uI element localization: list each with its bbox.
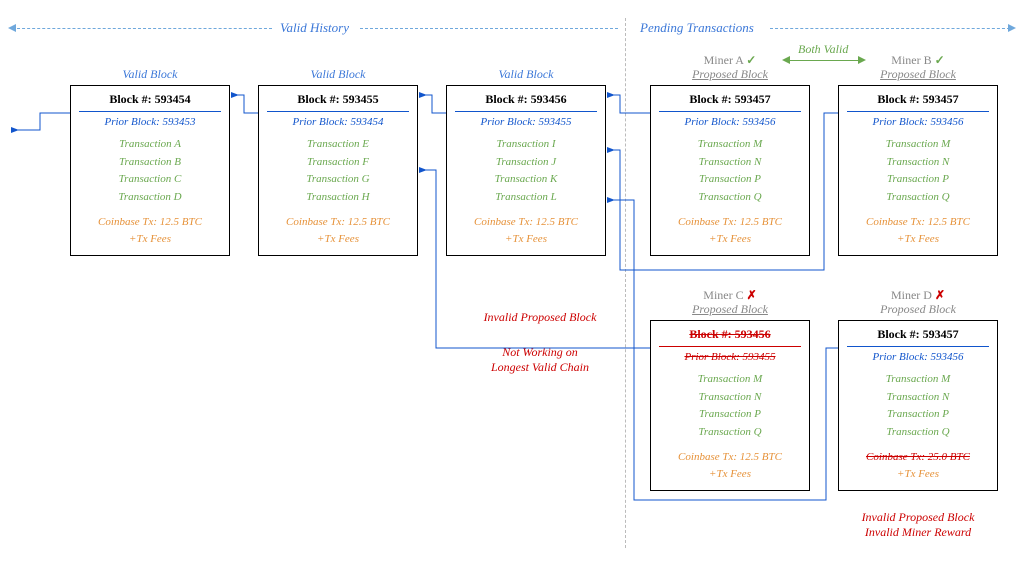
coinbase: Coinbase Tx: 12.5 BTC+Tx Fees [79, 210, 221, 247]
coinbase: Coinbase Tx: 12.5 BTC+Tx Fees [267, 210, 409, 247]
tx-list: Transaction ATransaction BTransaction CT… [79, 132, 221, 210]
invalid-proposed-text: Invalid Proposed Block [460, 310, 620, 325]
prior-block: Prior Block: 593454 [267, 111, 409, 132]
valid-history-header: Valid History [280, 20, 349, 36]
block-num: Block #: 593454 [79, 92, 221, 111]
block-num-invalid: Block #: 593456 [659, 327, 801, 346]
check-icon: ✓ [935, 53, 945, 67]
proposed-block-label-d: Proposed Block [838, 302, 998, 317]
miner-d-label: Miner D ✗ [838, 288, 998, 303]
prior-block: Prior Block: 593455 [455, 111, 597, 132]
valid-block-label-2: Valid Block [258, 67, 418, 82]
cross-icon: ✗ [935, 288, 945, 302]
coinbase: Coinbase Tx: 12.5 BTC+Tx Fees [455, 210, 597, 247]
block-593456: Block #: 593456 Prior Block: 593455 Tran… [446, 85, 606, 256]
tx-list: Transaction MTransaction NTransaction PT… [847, 132, 989, 210]
block-num: Block #: 593457 [847, 327, 989, 346]
tx-list: Transaction MTransaction NTransaction PT… [659, 367, 801, 445]
arrow-left-header [8, 24, 16, 32]
block-593455: Block #: 593455 Prior Block: 593454 Tran… [258, 85, 418, 256]
section-divider [625, 18, 626, 548]
prior-block: Prior Block: 593453 [79, 111, 221, 132]
dash-right [770, 28, 1010, 29]
invalid-reward-text: Invalid Proposed Block Invalid Miner Rew… [838, 510, 998, 540]
dash-mid [360, 28, 618, 29]
coinbase-invalid: Coinbase Tx: 25.0 BTC+Tx Fees [847, 445, 989, 482]
tx-list: Transaction ETransaction FTransaction GT… [267, 132, 409, 210]
coinbase: Coinbase Tx: 12.5 BTC+Tx Fees [659, 210, 801, 247]
arrow-right-header [1008, 24, 1016, 32]
coinbase: Coinbase Tx: 12.5 BTC+Tx Fees [659, 445, 801, 482]
pending-header: Pending Transactions [640, 20, 754, 36]
valid-block-label-1: Valid Block [70, 67, 230, 82]
proposed-block-label-b: Proposed Block [838, 67, 998, 82]
block-num: Block #: 593457 [847, 92, 989, 111]
block-593454: Block #: 593454 Prior Block: 593453 Tran… [70, 85, 230, 256]
block-miner-d: Block #: 593457 Prior Block: 593456 Tran… [838, 320, 998, 491]
block-num: Block #: 593456 [455, 92, 597, 111]
proposed-block-label-a: Proposed Block [650, 67, 810, 82]
block-num: Block #: 593455 [267, 92, 409, 111]
block-num: Block #: 593457 [659, 92, 801, 111]
tx-list: Transaction ITransaction JTransaction KT… [455, 132, 597, 210]
block-miner-b: Block #: 593457 Prior Block: 593456 Tran… [838, 85, 998, 256]
tx-list: Transaction MTransaction NTransaction PT… [659, 132, 801, 210]
valid-block-label-3: Valid Block [446, 67, 606, 82]
dash-left [12, 28, 272, 29]
prior-block: Prior Block: 593456 [847, 111, 989, 132]
tx-list: Transaction MTransaction NTransaction PT… [847, 367, 989, 445]
miner-a-label: Miner A ✓ [650, 53, 810, 68]
miner-c-label: Miner C ✗ [650, 288, 810, 303]
not-longest-text: Not Working on Longest Valid Chain [460, 345, 620, 375]
prior-block: Prior Block: 593456 [847, 346, 989, 367]
check-icon: ✓ [746, 53, 756, 67]
miner-b-label: Miner B ✓ [838, 53, 998, 68]
block-miner-a: Block #: 593457 Prior Block: 593456 Tran… [650, 85, 810, 256]
block-miner-c: Block #: 593456 Prior Block: 593455 Tran… [650, 320, 810, 491]
proposed-block-label-c: Proposed Block [650, 302, 810, 317]
prior-block: Prior Block: 593456 [659, 111, 801, 132]
coinbase: Coinbase Tx: 12.5 BTC+Tx Fees [847, 210, 989, 247]
cross-icon: ✗ [747, 288, 757, 302]
prior-block-invalid: Prior Block: 593455 [659, 346, 801, 367]
